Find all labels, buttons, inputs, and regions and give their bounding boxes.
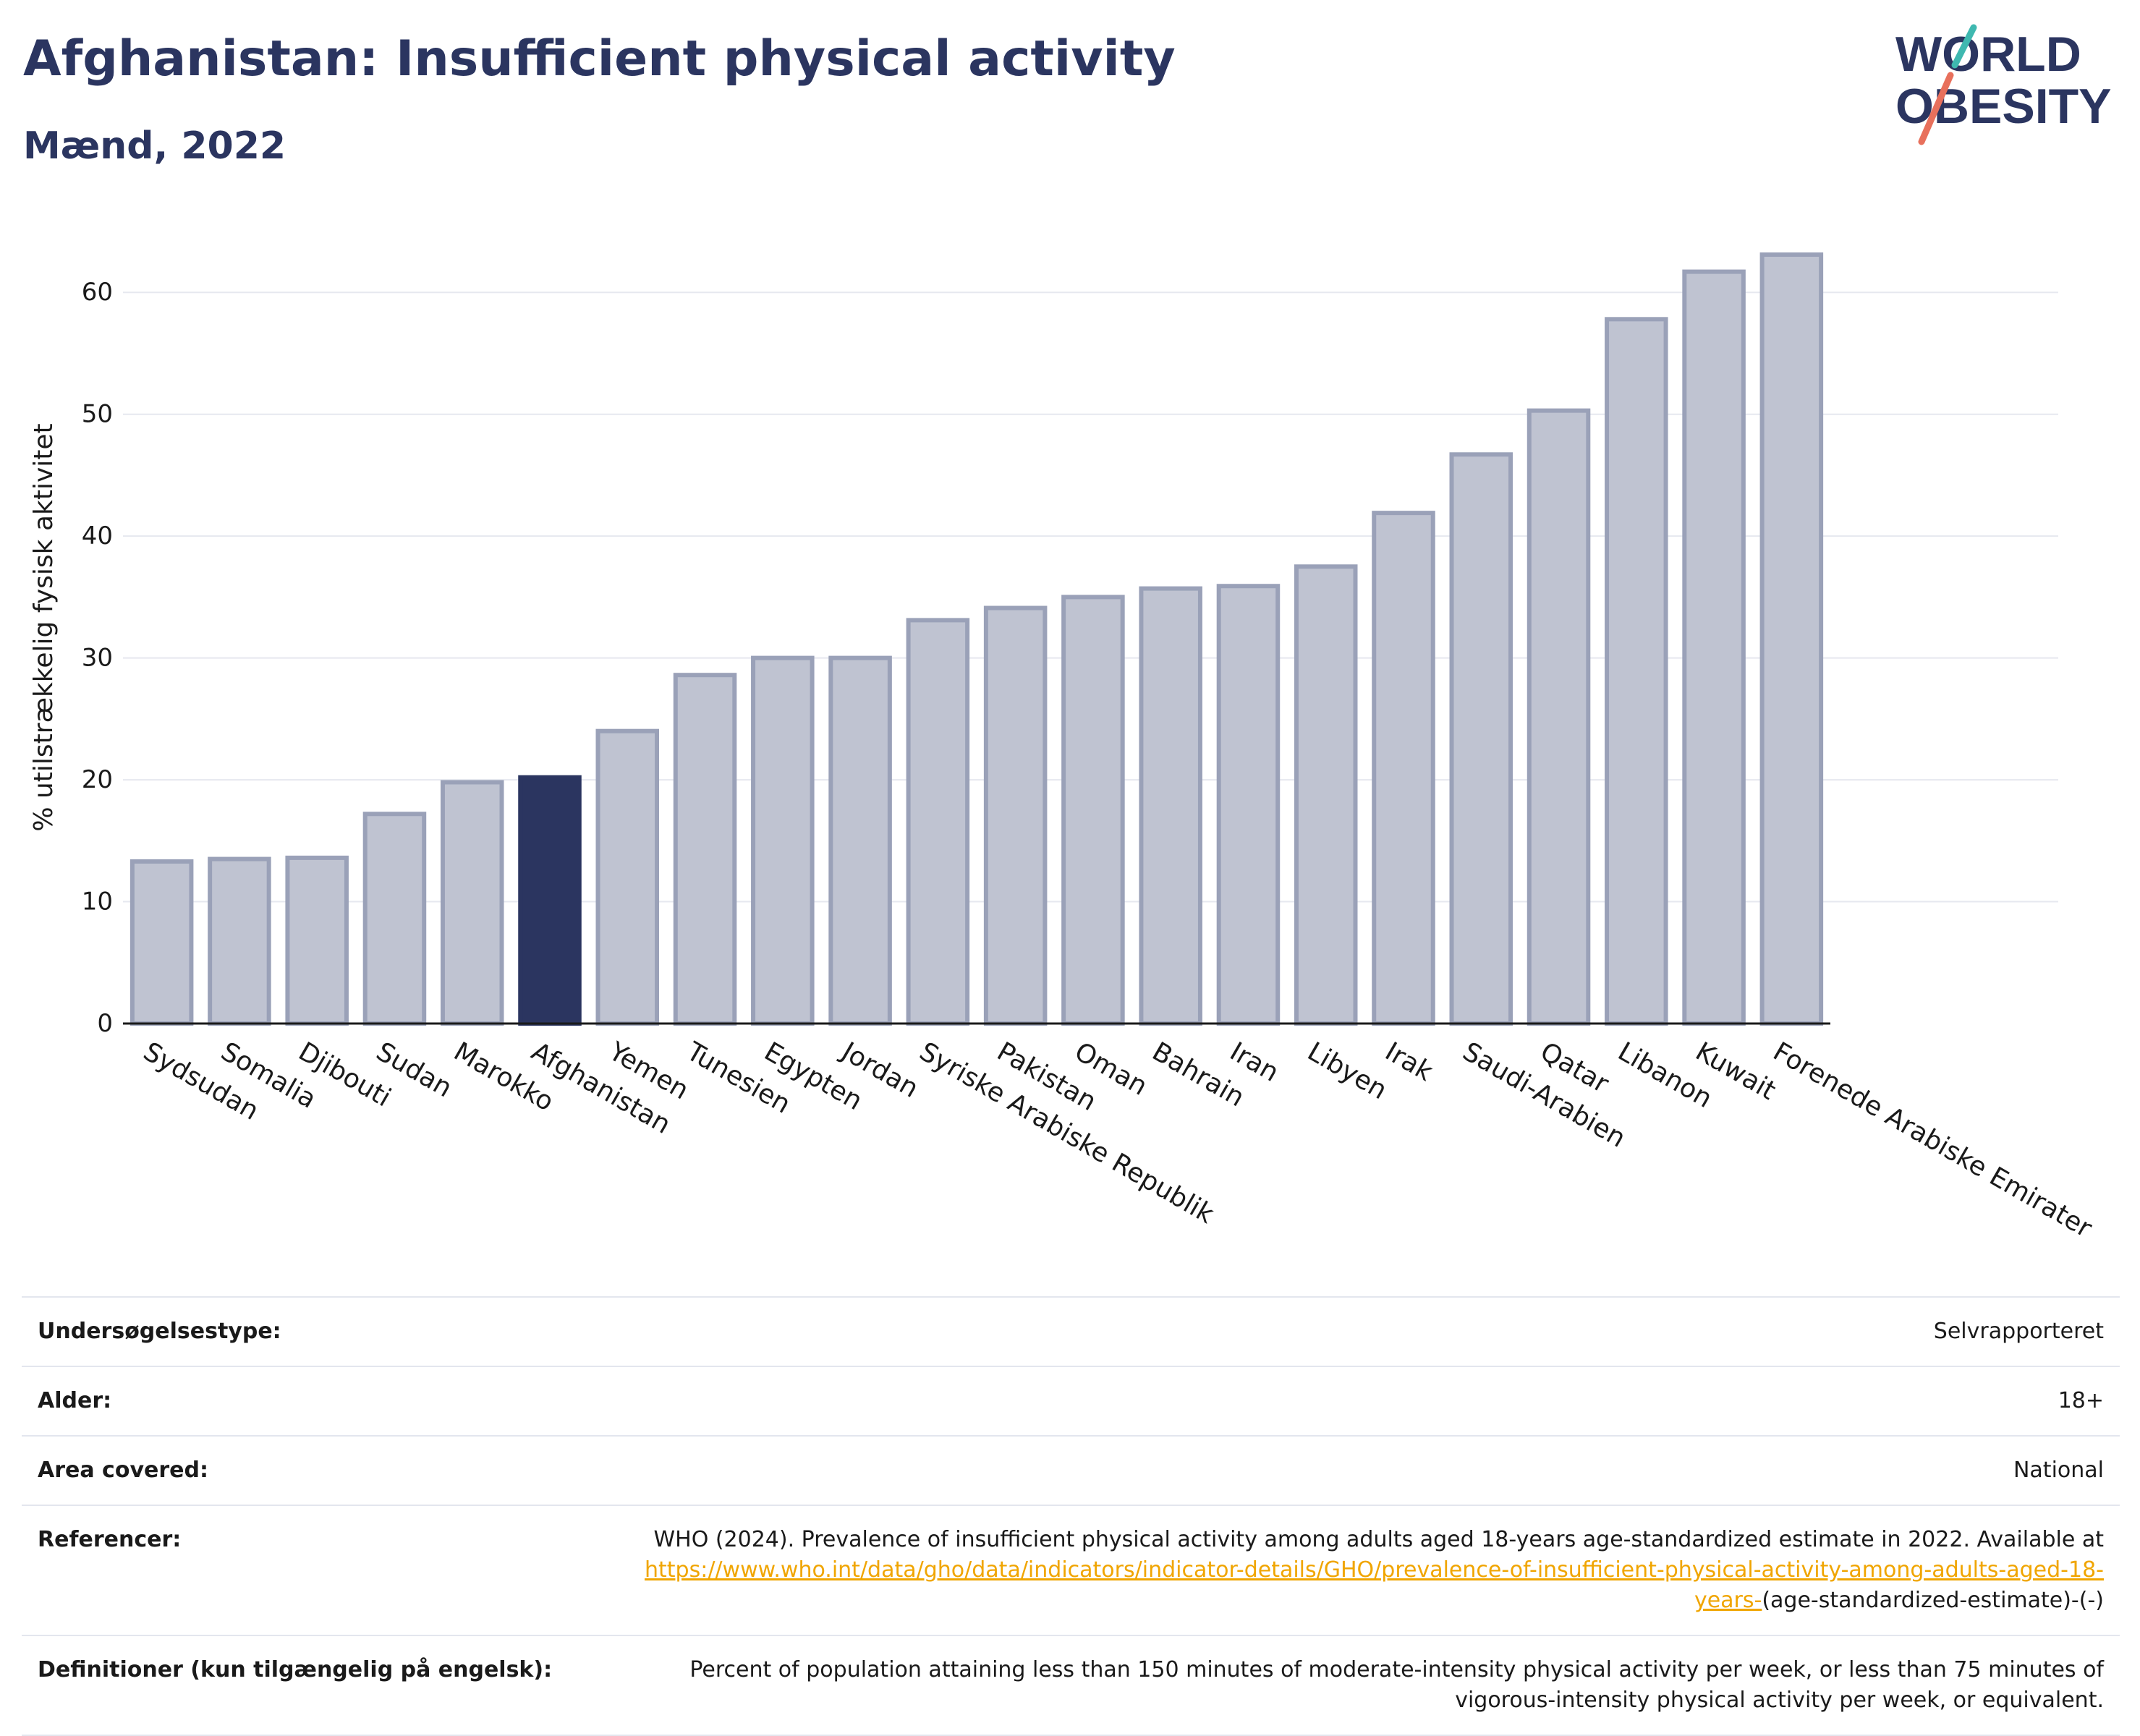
y-tick-label: 30 <box>82 644 113 673</box>
y-tick-label: 40 <box>82 522 113 550</box>
bar <box>362 812 427 1026</box>
bar <box>518 775 582 1026</box>
world-obesity-logo: WORLD OBESITY <box>1895 24 2112 145</box>
bar <box>440 780 504 1026</box>
info-label: Referencer: <box>22 1505 574 1635</box>
x-tick-label: Forenede Arabiske Emirater <box>1768 1037 2097 1243</box>
bar <box>208 856 271 1026</box>
info-label: Undersøgelsestype: <box>22 1296 574 1366</box>
bar <box>1527 408 1591 1026</box>
bar <box>906 618 970 1026</box>
bar <box>1139 586 1202 1026</box>
x-tick-label: Libyen <box>1302 1037 1392 1105</box>
y-tick-label: 20 <box>82 765 113 794</box>
info-value: National <box>574 1435 2120 1505</box>
bar <box>1061 595 1125 1026</box>
info-value: Selvrapporteret <box>574 1296 2120 1366</box>
info-row-definitions: Definitioner (kun tilgængelig på engelsk… <box>22 1635 2120 1736</box>
bar <box>1216 584 1281 1026</box>
bar <box>1449 452 1513 1026</box>
y-axis-label: % utilstrækkelig fysisk aktivitet <box>29 423 59 831</box>
info-value: 18+ <box>574 1366 2120 1436</box>
bar <box>673 673 737 1026</box>
bar <box>129 859 194 1026</box>
bar <box>1682 269 1746 1026</box>
bar <box>1372 511 1435 1026</box>
info-label: Definitioner (kun tilgængelig på engelsk… <box>22 1635 574 1736</box>
bar <box>1294 564 1358 1026</box>
bar <box>285 855 349 1026</box>
y-tick-label: 50 <box>82 400 113 429</box>
reference-link[interactable]: https://www.who.int/data/gho/data/indica… <box>645 1557 2104 1613</box>
info-row-area: Area covered: National <box>22 1435 2120 1505</box>
info-label: Alder: <box>22 1366 574 1436</box>
reference-suffix: (age-standardized-estimate)-(-) <box>1762 1588 2104 1613</box>
y-tick-label: 60 <box>82 278 113 307</box>
info-row-survey-type: Undersøgelsestype: Selvrapporteret <box>22 1296 2120 1366</box>
bar <box>595 728 660 1026</box>
bar <box>983 605 1048 1026</box>
reference-text: WHO (2024). Prevalence of insufficient p… <box>653 1527 2104 1552</box>
bar <box>1759 252 1824 1026</box>
logo-slash-coral <box>1918 72 1954 145</box>
info-table: Undersøgelsestype: Selvrapporteret Alder… <box>22 1296 2120 1736</box>
y-tick-label: 10 <box>82 888 113 916</box>
info-label: Area covered: <box>22 1435 574 1505</box>
logo-slash-teal <box>1951 24 1977 69</box>
bar <box>828 655 892 1026</box>
chart-title: Afghanistan: Insufficient physical activ… <box>23 30 1176 88</box>
bar <box>1605 317 1668 1026</box>
y-tick-label: 0 <box>97 1009 113 1038</box>
bar-chart: 0 10 20 30 40 50 60 % utilstrækkelig fysisk akt… <box>29 252 2097 1243</box>
info-value: Percent of population attaining less tha… <box>574 1635 2120 1736</box>
logo-word-world: WORLD <box>1895 27 2081 82</box>
info-row-references: Referencer: WHO (2024). Prevalence of in… <box>22 1505 2120 1635</box>
chart-subtitle: Mænd, 2022 <box>23 124 286 168</box>
info-value: WHO (2024). Prevalence of insufficient p… <box>574 1505 2120 1635</box>
bar <box>751 655 815 1026</box>
info-row-age: Alder: 18+ <box>22 1366 2120 1436</box>
